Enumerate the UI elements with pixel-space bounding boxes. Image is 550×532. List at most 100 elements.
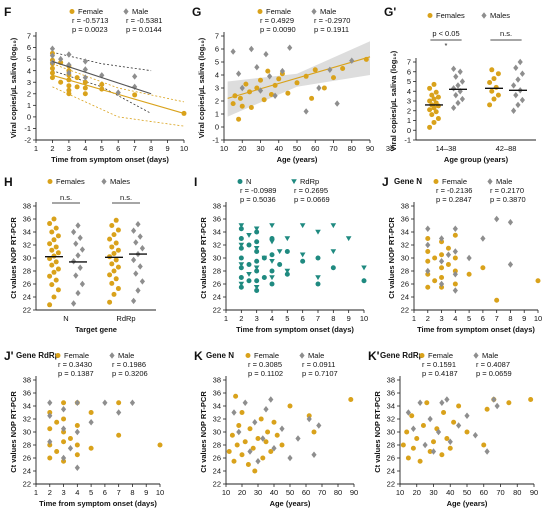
- panel-g-xtick-label-1: 20: [238, 144, 246, 153]
- panel-h-males-group-1-point-9: [137, 233, 143, 240]
- panel-j-gene-title: Gene N: [394, 177, 422, 186]
- panel-j-female-point-18: [466, 271, 472, 277]
- panel-k-prime-male-point-12: [472, 432, 478, 439]
- panel-g-x-axis-title: Age (years): [277, 155, 318, 164]
- panel-h-ytick-label-1: 24: [23, 293, 31, 302]
- panel-j-legend-female-label: Female: [442, 177, 467, 186]
- panel-j-prime-female-point-12: [74, 452, 80, 458]
- panel-h-females-group-1-point-17: [115, 227, 121, 233]
- panel-j-prime-male-point-4: [60, 425, 67, 432]
- panel-k-prime-male-point-13: [484, 448, 490, 455]
- panel-k-legend-female-label: Female: [254, 351, 279, 360]
- panel-k-prime-xtick-label-2: 30: [429, 488, 437, 497]
- panel-j-prime-male-point-1: [47, 412, 53, 419]
- panel-i-n-point-8: [246, 262, 252, 267]
- panel-f-female-point-4: [49, 70, 55, 76]
- panel-h-females-group-1-point-18: [109, 223, 115, 228]
- panel-k-prime-female-point-8: [424, 400, 430, 406]
- panel-j-prime-female-point-13: [74, 442, 80, 448]
- panel-f-male-p-value: p = 0.0144: [126, 25, 162, 34]
- panel-g-prime-females-group-1-point-7: [495, 71, 501, 77]
- panel-i-ytick-label-0: 22: [213, 306, 221, 315]
- panel-f-male-point-9: [82, 74, 88, 81]
- panel-i-rdrp-point-5: [246, 233, 252, 238]
- panel-j-prime-xtick-label-1: 2: [48, 488, 52, 497]
- panel-g-male-p-value: p = 0.1911: [314, 25, 349, 34]
- panel-j-legend-male-label: Male: [496, 177, 512, 186]
- panel-j-ytick-label-7: 36: [401, 215, 409, 224]
- panel-g-female-point-4: [239, 103, 245, 109]
- panel-k-xtick-label-1: 20: [238, 488, 246, 497]
- panel-g-male-point-5: [257, 87, 264, 94]
- panel-j-prime-series-female: [47, 400, 163, 464]
- panel-f-female-point-5: [49, 75, 55, 81]
- panel-h-males-group-0-point-0: [71, 300, 77, 307]
- panel-k-xtick-label-2: 30: [254, 488, 262, 497]
- panel-i-n-point-5: [238, 236, 244, 241]
- panel-h-females-group-0-point-17: [55, 233, 61, 239]
- panel-j-prime-female-point-5: [54, 419, 60, 425]
- panel-g-series-male: [230, 44, 355, 115]
- panel-i-xtick-label-5: 6: [301, 314, 305, 323]
- panel-k-prime-series-male: [405, 396, 500, 455]
- panel-i-rdrp-point-20: [315, 275, 321, 281]
- panel-h-females-group-1-point-13: [109, 244, 115, 250]
- panel-j-male-point-10: [452, 225, 458, 232]
- panel-h-females-group-0-point-18: [49, 229, 55, 235]
- panel-f-male-point-11: [115, 89, 121, 96]
- panel-j-ytick-label-8: 38: [401, 202, 409, 211]
- panel-h-females-group-1-point-11: [111, 250, 117, 256]
- panel-i-n-point-20: [269, 268, 275, 274]
- panel-h-females-group-1-point-9: [113, 257, 119, 263]
- panel-i-rdrp-point-12: [269, 259, 275, 264]
- panel-j-prime-female-point-4: [54, 449, 60, 454]
- panel-j-female-point-8: [439, 275, 445, 280]
- panel-h-ytick-label-7: 36: [23, 215, 31, 224]
- panel-i-rdrp-point-21: [315, 229, 321, 235]
- panel-g-ytick-label-5: 4: [215, 71, 219, 80]
- panel-j-ytick-label-3: 28: [401, 267, 409, 276]
- panel-k-female-point-15: [260, 455, 266, 461]
- panel-j-female-point-14: [452, 281, 458, 287]
- panel-g-prime-females-group-0-point-13: [429, 92, 435, 98]
- panel-j-prime-male-point-7: [74, 464, 80, 471]
- panel-j-xtick-label-2: 3: [439, 314, 443, 323]
- panel-k-prime-female-point-9: [427, 449, 433, 454]
- panel-k-prime-gene-title: Gene RdRp: [380, 351, 424, 360]
- panel-j-male-point-8: [452, 271, 458, 278]
- panel-k-prime-male-point-1: [410, 425, 416, 432]
- panel-i-n-point-19: [269, 281, 275, 287]
- panel-h-males-group-1-point-7: [139, 245, 145, 252]
- panel-g-prime-females-group-0-point-3: [429, 112, 435, 118]
- panel-g-confidence-band: [227, 41, 370, 117]
- panel-j-prime-female-r-value: r = 0.3430: [58, 360, 92, 369]
- panel-g-prime-ns-text: n.s.: [500, 29, 512, 38]
- panel-i-n-point-4: [238, 245, 244, 251]
- panel-k-xtick-label-6: 70: [318, 488, 326, 497]
- panel-j-prime-male-point-11: [102, 399, 108, 406]
- panel-k-female-point-18: [268, 449, 274, 454]
- panel-j-xtick-label-5: 6: [481, 314, 485, 323]
- panel-i-ytick-label-8: 38: [213, 202, 221, 211]
- panel-j-female-point-1: [425, 271, 431, 277]
- panel-i-n-point-9: [246, 242, 252, 248]
- panel-h-ytick-label-8: 38: [23, 202, 31, 211]
- panel-g-prime-significance-text: p < 0.05: [432, 29, 459, 38]
- panel-k-prime-legend-male-label: Male: [482, 351, 498, 360]
- panel-j-female-point-9: [439, 265, 445, 271]
- panel-g-prime-males-group-1-point-2: [519, 96, 525, 104]
- panel-f-female-point-14: [66, 91, 72, 97]
- panel-k-male-point-9: [271, 445, 277, 452]
- panel-k-female-r-value: r = 0.3085: [248, 360, 282, 369]
- panel-k-female-point-0: [226, 449, 232, 454]
- panel-h-females-group-1-point-5: [107, 272, 113, 278]
- panel-k-xtick-label-7: 80: [334, 488, 342, 497]
- panel-j-male-point-6: [445, 251, 452, 258]
- panel-j-prime-y-axis-title: Ct values NOP RT-PCR: [9, 391, 18, 473]
- panel-h-ytick-label-4: 30: [23, 254, 31, 263]
- panel-k-prime-ytick-label-1: 24: [387, 467, 395, 476]
- panel-i-xtick-label-9: 10: [360, 314, 368, 323]
- panel-k-male-point-6: [260, 435, 266, 442]
- panel-j-female-point-15: [452, 268, 458, 274]
